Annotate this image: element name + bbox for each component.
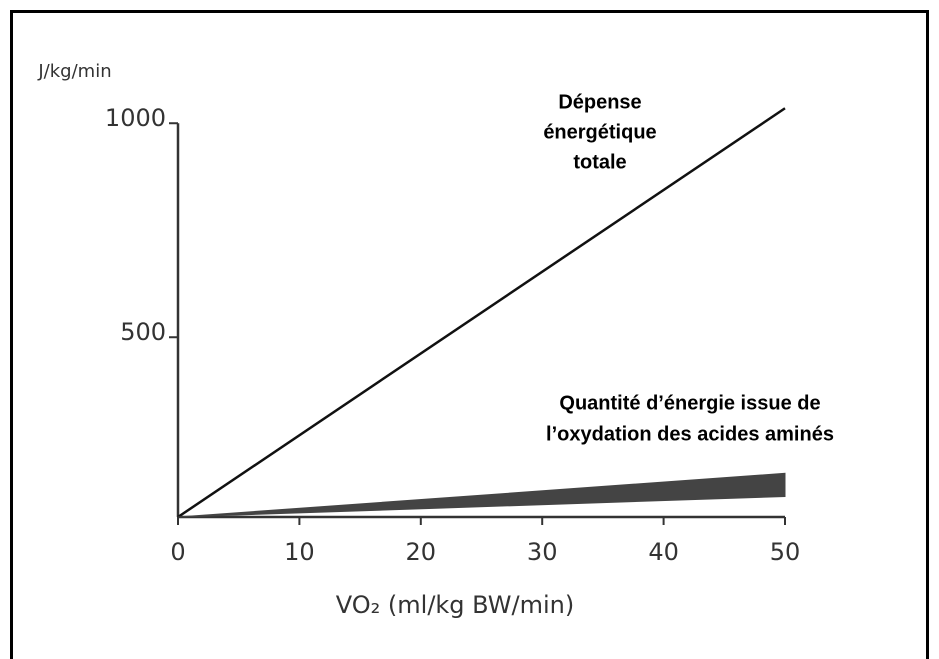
annotation: Quantité d’énergie issue de: [559, 392, 820, 414]
y-tick-label: 500: [120, 318, 166, 346]
band: [177, 472, 786, 518]
x-tick-label: 30: [527, 538, 558, 566]
x-tick-label: 20: [406, 538, 437, 566]
line: [177, 107, 786, 519]
x-tick-label: 40: [648, 538, 679, 566]
y-tick-label: 1000: [105, 104, 166, 132]
annotation: Dépense: [558, 91, 641, 113]
x-axis-label: VO₂ (ml/kg BW/min): [336, 591, 574, 619]
x-tick-label: 0: [170, 538, 185, 566]
frame: [10, 10, 929, 659]
annotation: énergétique: [543, 121, 656, 143]
x-tick-label: 50: [770, 538, 801, 566]
annotation: l’oxydation des acides aminés: [546, 423, 834, 445]
y-axis-label: J/kg/min: [37, 61, 111, 82]
x-tick-label: 10: [284, 538, 315, 566]
annotation: totale: [573, 151, 626, 173]
